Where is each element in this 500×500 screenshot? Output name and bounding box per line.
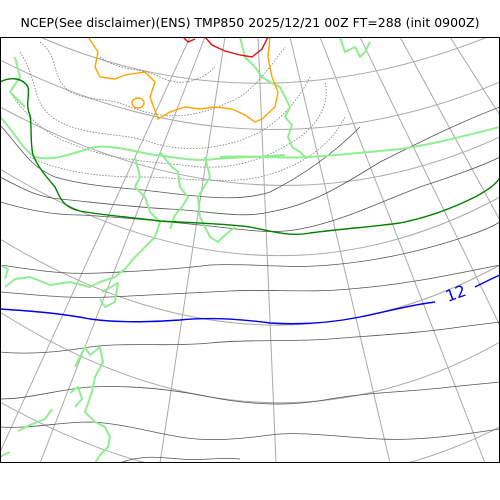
isotherm-dotted: [19, 51, 311, 149]
coastlines: [0, 37, 500, 463]
meridian-line: [39, 37, 206, 463]
isotherm-thin: [0, 264, 500, 298]
isotherm-thin: [0, 106, 500, 216]
meridian-line: [0, 37, 191, 454]
latitude-line: [0, 238, 500, 326]
coastline: [0, 264, 9, 280]
isotherm-red: [182, 37, 196, 43]
isotherm-thin: [0, 221, 500, 274]
isotherm-dotted: [29, 116, 346, 181]
isotherm-dotted: [99, 56, 216, 83]
temperature-map: 12: [0, 37, 500, 463]
coastline: [0, 116, 286, 161]
coastline: [9, 56, 26, 108]
meridian-line: [399, 37, 500, 222]
coastline: [159, 151, 189, 230]
isotherm-thin: [0, 321, 500, 354]
coastline: [339, 37, 371, 58]
meridian-lines: [0, 37, 500, 463]
coastline: [17, 408, 53, 432]
latitude-lines: [0, 37, 500, 463]
isotherm-thin: [0, 156, 500, 232]
green-isotherms: [0, 78, 500, 236]
meridian-line: [257, 37, 277, 463]
coastline: [0, 451, 11, 458]
latitude-line: [0, 401, 500, 463]
isotherm-blue: [0, 301, 436, 325]
coastline: [4, 156, 161, 288]
latitude-line: [0, 311, 500, 404]
latitude-line: [0, 59, 500, 131]
map-title: NCEP(See disclaimer)(ENS) TMP850 2025/12…: [20, 15, 480, 30]
isotherm-dotted: [39, 41, 286, 117]
coastline: [69, 386, 83, 408]
coastline: [239, 37, 306, 158]
latitude-line: [0, 106, 500, 186]
isotherm-red: [204, 37, 269, 58]
coastline: [99, 282, 119, 308]
map-frame: [0, 37, 500, 463]
meridian-line: [449, 37, 500, 117]
blue-isotherms: [0, 274, 500, 325]
isotherm-label-12: 12: [443, 281, 469, 306]
latitude-line: [39, 37, 489, 84]
warm-isotherms: [87, 37, 279, 123]
coastline: [219, 126, 500, 159]
isotherm-orange: [87, 37, 279, 123]
isotherm-orange-loop: [131, 97, 145, 109]
meridian-line: [359, 37, 500, 327]
isotherm-green: [0, 78, 500, 236]
coastline: [197, 156, 236, 243]
dotted-isotherms: [9, 41, 346, 181]
meridian-line: [319, 37, 486, 463]
isotherm-dotted: [9, 81, 327, 168]
latitude-line: [0, 168, 500, 257]
isotherm-thin: [0, 381, 500, 405]
isotherm-thin: [0, 124, 361, 199]
isotherm-thin: [0, 421, 500, 441]
meridian-line: [289, 37, 391, 463]
meridian-line: [159, 37, 226, 463]
isotherm-blue: [474, 274, 500, 288]
isotherm-thin: [119, 456, 241, 463]
coastline: [74, 346, 111, 463]
gray-isotherms: [0, 106, 500, 463]
